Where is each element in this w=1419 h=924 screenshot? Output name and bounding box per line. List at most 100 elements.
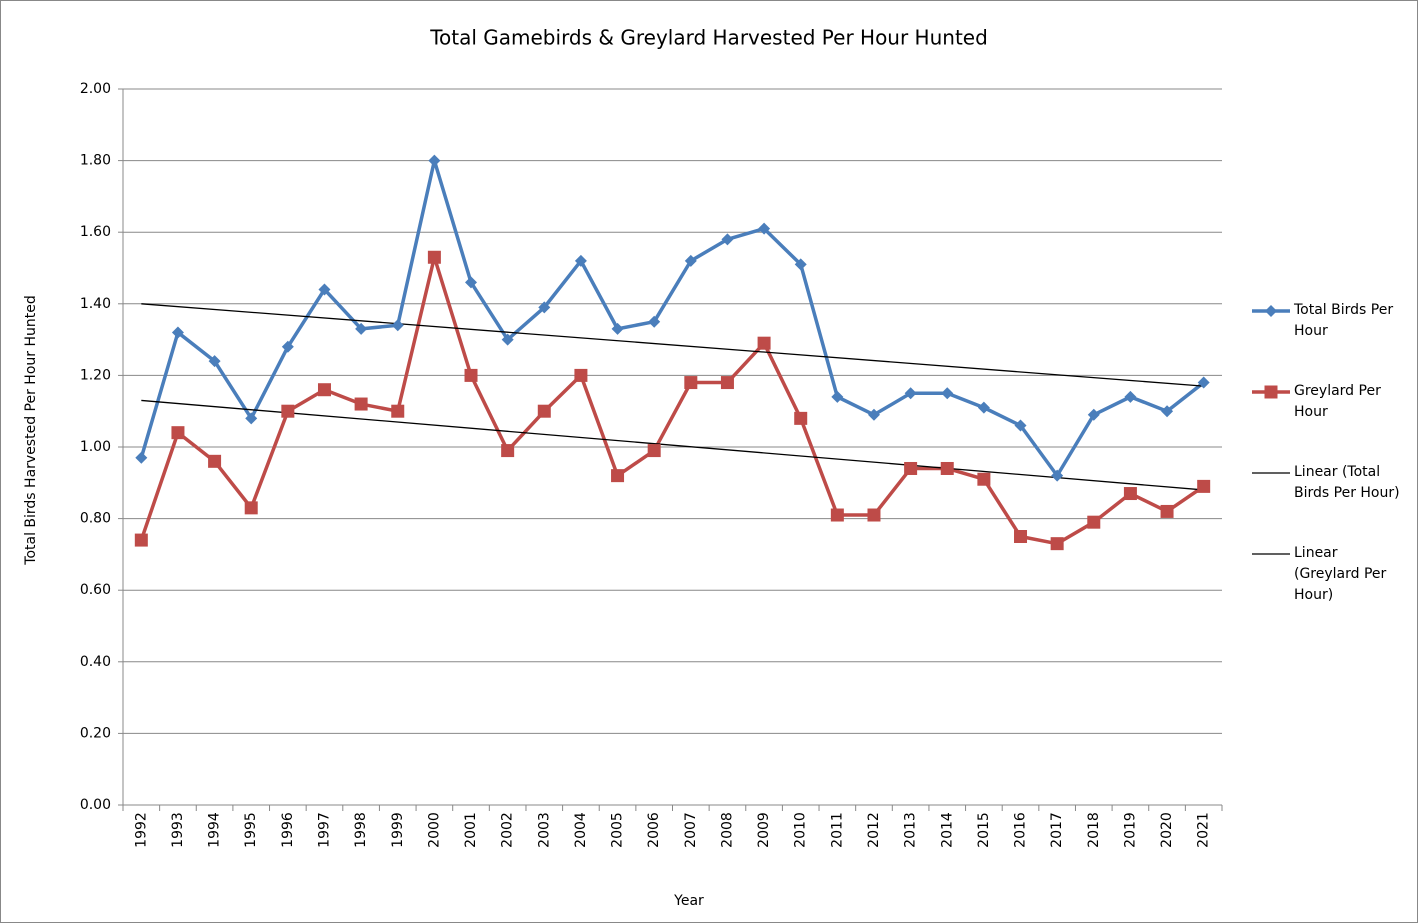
x-tick-label: 2004 — [573, 812, 589, 848]
marker — [245, 412, 258, 425]
y-axis-title: Total Birds Harvested Per Hour Hunted — [23, 295, 39, 565]
y-tick-label: 1.20 — [80, 367, 111, 383]
legend-swatch — [1252, 305, 1290, 317]
x-tick-label: 2012 — [866, 812, 882, 848]
x-tick-label: 2005 — [610, 812, 626, 848]
marker — [281, 404, 295, 418]
marker — [317, 383, 331, 397]
x-tick-label: 2002 — [500, 812, 516, 848]
marker — [574, 368, 588, 382]
marker — [794, 411, 808, 425]
marker — [830, 508, 844, 522]
marker — [281, 340, 294, 353]
marker — [611, 322, 624, 335]
y-tick-label: 1.00 — [80, 439, 111, 455]
marker — [1197, 479, 1211, 493]
marker — [904, 461, 918, 475]
x-tick-label: 2009 — [756, 812, 772, 848]
x-tick-label: 1998 — [353, 812, 369, 848]
marker — [1050, 537, 1064, 551]
marker — [501, 444, 515, 458]
marker — [1051, 469, 1064, 482]
marker — [465, 276, 478, 289]
marker — [464, 368, 478, 382]
x-tick-label: 1994 — [207, 812, 223, 848]
x-tick-label: 1995 — [243, 812, 259, 848]
x-tick-label: 2013 — [903, 812, 919, 848]
x-tick-label: 2010 — [793, 812, 809, 848]
marker — [537, 404, 551, 418]
marker — [501, 333, 514, 346]
marker — [867, 408, 880, 421]
marker — [355, 322, 368, 335]
marker — [721, 233, 734, 246]
x-tick-label: 2014 — [939, 812, 955, 848]
x-tick-label: 2007 — [683, 812, 699, 848]
trendline — [141, 303, 1204, 387]
x-tick-label: 1996 — [280, 812, 296, 848]
marker — [318, 283, 331, 296]
x-tick-label: 2016 — [1013, 812, 1029, 848]
marker — [391, 319, 404, 332]
x-tick-label: 2021 — [1196, 812, 1212, 848]
marker — [1197, 376, 1210, 389]
marker — [1124, 390, 1137, 403]
legend-label: Greylard Per Hour — [1294, 383, 1381, 420]
legend-swatch — [1252, 553, 1290, 555]
x-tick-label: 2019 — [1122, 812, 1138, 848]
marker — [977, 472, 991, 486]
chart-title: Total Gamebirds & Greylard Harvested Per… — [429, 26, 988, 50]
x-tick-label: 2018 — [1086, 812, 1102, 848]
marker — [1087, 408, 1100, 421]
y-tick-label: 1.60 — [80, 224, 111, 240]
legend-label: Total Birds Per Hour — [1294, 302, 1394, 339]
marker — [427, 250, 441, 264]
marker — [831, 390, 844, 403]
x-tick-label: 2000 — [426, 812, 442, 848]
marker — [1265, 305, 1277, 317]
marker — [720, 376, 734, 390]
marker — [134, 533, 148, 547]
y-tick-label: 1.80 — [80, 153, 111, 169]
y-tick-label: 0.60 — [80, 582, 111, 598]
x-tick-label: 2020 — [1159, 812, 1175, 848]
x-tick-label: 2017 — [1049, 812, 1065, 848]
y-tick-label: 0.40 — [80, 654, 111, 670]
x-tick-label: 2011 — [829, 812, 845, 848]
y-tick-label: 0.80 — [80, 511, 111, 527]
legend-label: Linear (Greylard Per Hour) — [1294, 545, 1387, 603]
y-tick-label: 0.20 — [80, 725, 111, 741]
marker — [611, 469, 625, 483]
marker — [208, 355, 221, 368]
marker — [1014, 530, 1028, 543]
marker — [1087, 515, 1101, 529]
y-tick-label: 2.00 — [80, 81, 111, 97]
x-tick-label: 1993 — [170, 812, 186, 848]
marker — [428, 154, 441, 167]
marker — [941, 387, 954, 400]
x-tick-label: 2015 — [976, 812, 992, 848]
marker — [1160, 504, 1174, 518]
series-line — [139, 158, 1205, 478]
marker — [684, 254, 697, 267]
marker — [684, 376, 698, 390]
y-tick-label: 0.00 — [80, 797, 111, 813]
marker — [391, 404, 405, 418]
legend-swatch — [1252, 385, 1290, 399]
marker — [977, 401, 990, 414]
legend-swatch — [1252, 472, 1290, 474]
marker — [244, 501, 258, 515]
marker — [354, 397, 368, 411]
marker — [574, 254, 587, 267]
marker — [135, 451, 148, 464]
marker — [208, 454, 222, 468]
marker — [757, 336, 771, 350]
x-tick-label: 2001 — [463, 812, 479, 848]
x-tick-label: 2003 — [536, 812, 552, 848]
x-tick-label: 1999 — [390, 812, 406, 848]
marker — [1014, 419, 1027, 432]
marker — [1264, 385, 1278, 399]
marker — [171, 326, 184, 339]
